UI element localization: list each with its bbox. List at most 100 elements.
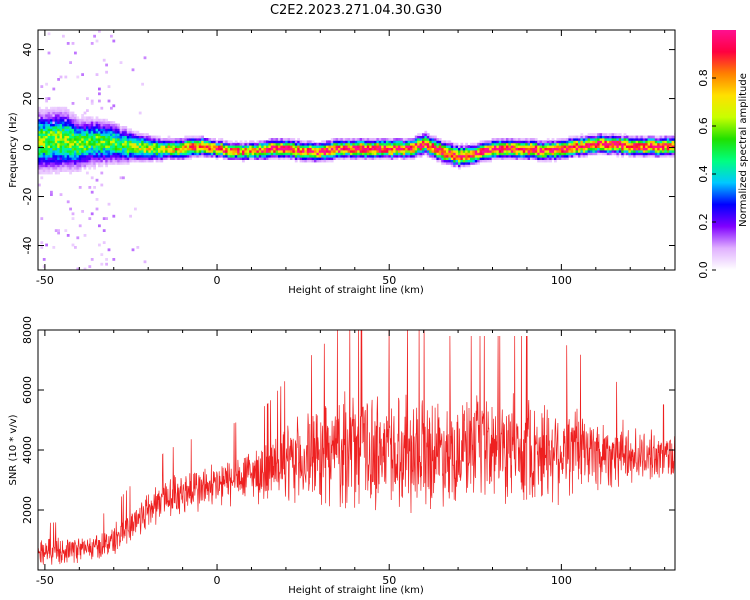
- heatmap-cell: [340, 147, 344, 151]
- heatmap-cell: [316, 150, 320, 153]
- heatmap-cell: [383, 157, 387, 160]
- heatmap-cell: [40, 130, 44, 134]
- heatmap-cell: [47, 162, 51, 165]
- heatmap-cell: [498, 150, 502, 153]
- heatmap-cell: [525, 152, 528, 156]
- heatmap-cell: [131, 147, 135, 151]
- heatmap-cell: [496, 147, 500, 151]
- heatmap-cell: [136, 159, 140, 163]
- heatmap-cell: [335, 140, 339, 144]
- heatmap-cell: [438, 145, 442, 148]
- heatmap-cell: [350, 150, 353, 153]
- heatmap-cell: [522, 154, 526, 158]
- heatmap-cell: [294, 140, 298, 144]
- heatmap-cell: [645, 138, 648, 141]
- heatmap-cell: [131, 145, 135, 148]
- heatmap-cell: [414, 150, 418, 153]
- heatmap-cell: [50, 171, 53, 175]
- heatmap-cell: [105, 154, 108, 158]
- heatmap-cell: [566, 140, 569, 144]
- heatmap-cell: [616, 142, 620, 146]
- heatmap-cell: [129, 152, 132, 156]
- heatmap-cell: [537, 142, 540, 146]
- heatmap-cell: [602, 140, 605, 144]
- heatmap-cell: [422, 150, 425, 153]
- heatmap-cell: [563, 147, 567, 151]
- heatmap-cell: [357, 154, 360, 158]
- heatmap-cell: [98, 135, 101, 139]
- heatmap-cell: [81, 210, 84, 213]
- heatmap-cell: [647, 138, 651, 141]
- heatmap-cell: [225, 154, 228, 158]
- heatmap-cell: [83, 152, 87, 156]
- heatmap-cell: [150, 142, 154, 146]
- heatmap-cell: [138, 140, 142, 144]
- heatmap-cell: [62, 157, 65, 160]
- heatmap-cell: [551, 152, 555, 156]
- heatmap-cell: [203, 150, 207, 153]
- heatmap-cell: [64, 114, 68, 117]
- heatmap-cell: [635, 140, 639, 144]
- heatmap-cell: [297, 157, 300, 160]
- heatmap-cell: [59, 123, 63, 127]
- heatmap-cell: [443, 142, 447, 146]
- heatmap-cell: [83, 130, 87, 134]
- heatmap-cell: [256, 157, 260, 160]
- heatmap-cell: [40, 147, 44, 151]
- heatmap-cell: [69, 152, 72, 156]
- heatmap-cell: [112, 121, 116, 124]
- heatmap-cell: [554, 150, 557, 153]
- heatmap-cell: [100, 262, 104, 266]
- heatmap-cell: [326, 159, 329, 163]
- heatmap-cell: [50, 166, 53, 170]
- heatmap-cell: [309, 150, 312, 153]
- heatmap-cell: [578, 138, 581, 141]
- heatmap-cell: [86, 126, 89, 129]
- heatmap-cell: [98, 92, 101, 96]
- heatmap-cell: [460, 150, 464, 153]
- heatmap-cell: [614, 135, 617, 139]
- heatmap-cell: [112, 39, 116, 43]
- spectrogram-x-axis-label: Height of straight line (km): [288, 285, 424, 296]
- heatmap-cell: [383, 138, 387, 141]
- heatmap-cell: [530, 138, 533, 141]
- heatmap-cell: [134, 130, 137, 134]
- heatmap-cell: [158, 140, 161, 144]
- heatmap-cell: [45, 162, 48, 165]
- heatmap-cell: [112, 104, 116, 108]
- heatmap-cell: [436, 154, 440, 158]
- heatmap-cell: [441, 150, 444, 153]
- heatmap-cell: [662, 152, 665, 156]
- heatmap-cell: [124, 138, 128, 141]
- heatmap-cell: [261, 152, 264, 156]
- heatmap-cell: [76, 157, 80, 160]
- heatmap-cell: [134, 133, 137, 136]
- heatmap-cell: [530, 152, 533, 156]
- heatmap-cell: [345, 147, 348, 151]
- heatmap-cell: [146, 154, 149, 158]
- heatmap-cell: [626, 138, 629, 141]
- heatmap-cell: [390, 138, 394, 141]
- heatmap-cell: [102, 147, 106, 151]
- heatmap-cell: [131, 135, 135, 139]
- heatmap-cell: [458, 152, 461, 156]
- heatmap-cell: [450, 150, 454, 153]
- heatmap-cell: [390, 154, 394, 158]
- heatmap-cell: [561, 157, 564, 160]
- heatmap-cell: [57, 130, 60, 134]
- heatmap-cell: [78, 224, 82, 228]
- heatmap-cell: [66, 154, 70, 158]
- heatmap-cell: [532, 145, 536, 148]
- heatmap-cell: [102, 152, 106, 156]
- heatmap-cell: [350, 145, 353, 148]
- heatmap-cell: [155, 157, 159, 160]
- heatmap-cell: [455, 162, 459, 165]
- y-tick-label: -40: [21, 237, 34, 255]
- heatmap-cell: [148, 152, 152, 156]
- heatmap-cell: [124, 130, 128, 134]
- heatmap-cell: [69, 111, 72, 115]
- heatmap-cell: [194, 135, 197, 139]
- heatmap-cell: [508, 157, 512, 160]
- heatmap-cell: [112, 128, 116, 132]
- heatmap-cell: [426, 138, 430, 141]
